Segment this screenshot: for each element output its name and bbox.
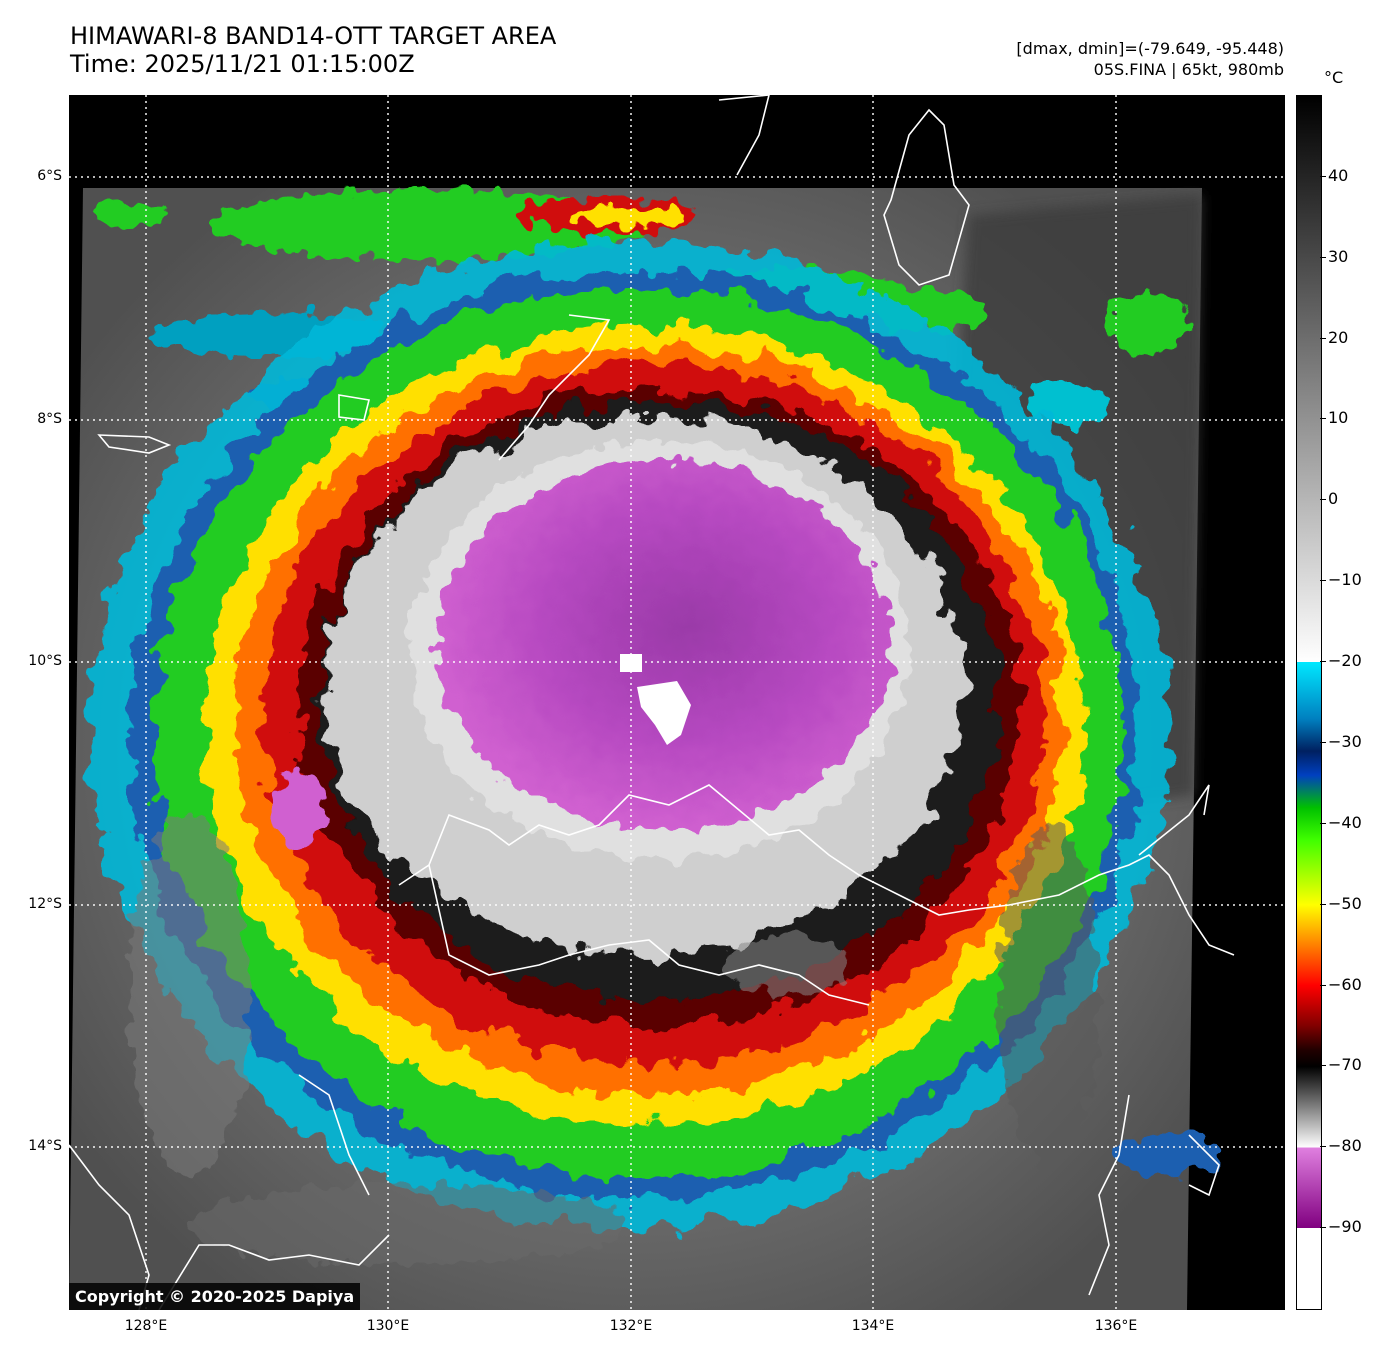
colorbar-tick-label: 40: [1328, 165, 1349, 185]
colorbar-tick-label: −40: [1328, 812, 1362, 832]
colorbar-tick-label: −10: [1328, 570, 1362, 590]
storm-text: 05S.FINA | 65kt, 980mb: [1093, 60, 1284, 79]
colorbar-tick-mark: [1320, 1065, 1326, 1067]
lon-label-132e: 132°E: [609, 1318, 653, 1334]
lat-label-8s: 8°S: [37, 411, 62, 427]
colorbar-tick-label: 0: [1328, 489, 1339, 509]
colorbar-tick-label: −60: [1328, 974, 1362, 994]
coastlines: [69, 95, 1235, 1310]
colorbar-tick-mark: [1320, 499, 1326, 501]
colorbar-tick-mark: [1320, 741, 1326, 743]
colorbar-tick-mark: [1320, 418, 1326, 420]
colorbar-tick-mark: [1320, 175, 1326, 177]
dmax-dmin-text: [dmax, dmin]=(-79.649, -95.448): [1016, 39, 1284, 58]
warm-spot: [620, 654, 691, 745]
graticule: [69, 95, 1285, 1310]
lon-label-128e: 128°E: [124, 1318, 168, 1334]
colorbar: [1296, 95, 1322, 1310]
lat-label-10s: 10°S: [28, 653, 62, 669]
colorbar-tick-mark: [1320, 580, 1326, 582]
colorbar-tick-mark: [1320, 337, 1326, 339]
lat-label-12s: 12°S: [28, 896, 62, 912]
lat-label-6s: 6°S: [37, 168, 62, 184]
colorbar-tick-mark: [1320, 984, 1326, 986]
colorbar-tick-mark: [1320, 1146, 1326, 1148]
colorbar-tick-mark: [1320, 256, 1326, 258]
chart-title: HIMAWARI-8 BAND14-OTT TARGET AREA Time: …: [70, 22, 556, 78]
lon-label-134e: 134°E: [851, 1318, 895, 1334]
lon-label-136e: 136°E: [1094, 1318, 1138, 1334]
colorbar-tick-label: −90: [1328, 1217, 1362, 1237]
copyright-label: Copyright © 2020-2025 Dapiya: [69, 1283, 361, 1310]
cdo-core: [274, 440, 909, 860]
satellite-imagery: [69, 95, 1285, 1310]
title-line-2: Time: 2025/11/21 01:15:00Z: [70, 50, 415, 78]
lat-label-14s: 14°S: [28, 1138, 62, 1154]
colorbar-tick-label: −70: [1328, 1055, 1362, 1075]
colorbar-tick-label: −30: [1328, 731, 1362, 751]
colorbar-tick-mark: [1320, 903, 1326, 905]
colorbar-tick-label: 30: [1328, 246, 1349, 266]
colorbar-tick-label: −50: [1328, 893, 1362, 913]
colorbar-tick-mark: [1320, 822, 1326, 824]
storm-info: [dmax, dmin]=(-79.649, -95.448) 05S.FINA…: [1016, 38, 1284, 80]
colorbar-tick-mark: [1320, 661, 1326, 663]
lon-label-130e: 130°E: [366, 1318, 410, 1334]
colorbar-tick-label: 10: [1328, 408, 1349, 428]
colorbar-tick-label: 20: [1328, 327, 1349, 347]
colorbar-tick-label: −80: [1328, 1136, 1362, 1156]
colorbar-tick-mark: [1320, 1227, 1326, 1229]
colorbar-tick-label: −20: [1328, 651, 1362, 671]
colorbar-unit: °C: [1324, 68, 1344, 87]
satellite-map: [69, 95, 1285, 1310]
title-line-1: HIMAWARI-8 BAND14-OTT TARGET AREA: [70, 22, 557, 50]
